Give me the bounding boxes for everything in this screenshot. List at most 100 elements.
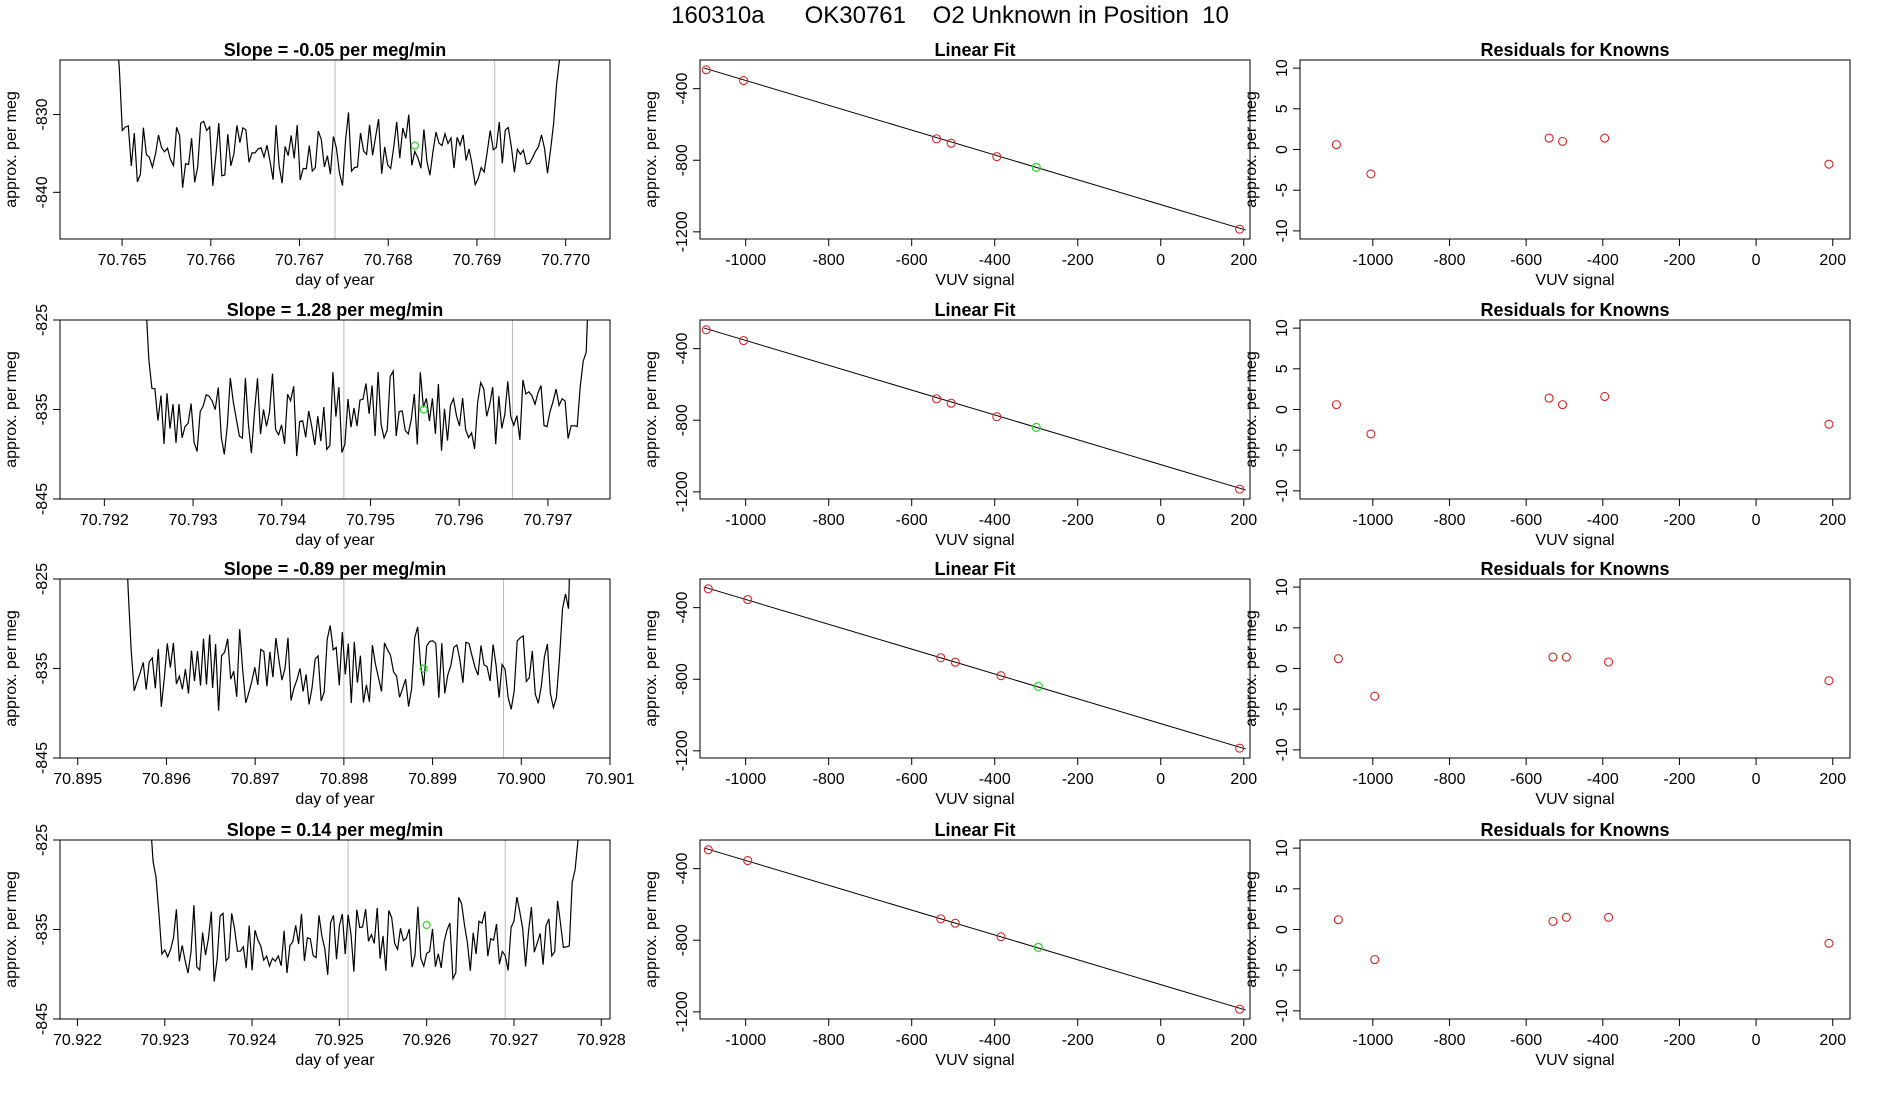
x-tick-label: 70.923 — [140, 1032, 189, 1049]
plot-area — [127, 579, 570, 758]
known-point — [946, 398, 956, 408]
known-point — [1824, 938, 1834, 948]
plot-frame — [1299, 59, 1851, 240]
y-tick-label: 10 — [1274, 578, 1291, 596]
x-tick-label: -200 — [1062, 1032, 1094, 1049]
x-tick-label: -200 — [1062, 252, 1094, 269]
known-point — [1544, 133, 1554, 143]
y-axis-label: approx. per meg — [3, 610, 20, 727]
y-axis-label: approx. per meg — [1243, 351, 1260, 468]
x-tick-label: -800 — [813, 252, 845, 269]
time-series-panel-row-3: Slope = -0.89 per meg/min day of year appr… — [3, 559, 635, 808]
known-point — [992, 412, 1002, 422]
x-tick-label: -600 — [896, 1032, 928, 1049]
fit-line — [704, 847, 1246, 1011]
x-tick-label: -1000 — [1352, 771, 1393, 788]
chart-title: Slope = -0.05 per meg/min — [224, 40, 447, 60]
x-tick-label: 70.897 — [231, 771, 280, 788]
y-tick-label: 0 — [1274, 405, 1291, 414]
y-axis-label: approx. per meg — [3, 871, 20, 988]
known-point — [1603, 912, 1614, 922]
y-tick-label: -1200 — [674, 991, 691, 1032]
linear-fit-panel-row-4: Linear Fit VUV signal approx. per meg -1000… — [643, 820, 1257, 1069]
known-point — [1333, 654, 1343, 664]
y-tick-label: 0 — [1274, 664, 1291, 673]
y-tick-label: -5 — [1274, 702, 1291, 716]
x-tick-label: -1000 — [1352, 512, 1393, 529]
plot-frame — [1299, 319, 1851, 500]
plot-area — [151, 840, 579, 1019]
x-tick-label: 70.898 — [319, 771, 368, 788]
fit-line — [704, 327, 1246, 491]
time-series-panel-row-4: Slope = 0.14 per meg/min day of year appro… — [3, 820, 626, 1069]
x-axis-label: VUV signal — [1535, 791, 1614, 808]
x-tick-label: 0 — [1752, 512, 1761, 529]
x-tick-label: 0 — [1752, 771, 1761, 788]
x-tick-label: 70.896 — [142, 771, 191, 788]
x-tick-label: 200 — [1819, 252, 1846, 269]
time-series-panel-row-1: Slope = -0.05 per meg/min day of year appr… — [3, 40, 611, 289]
y-tick-label: -845 — [34, 742, 51, 774]
x-tick-label: 70.927 — [489, 1032, 538, 1049]
residuals-panel-row-3: Residuals for Knowns VUV signal approx. pe… — [1243, 559, 1851, 808]
known-point — [932, 394, 942, 404]
y-axis-label: approx. per meg — [1243, 871, 1260, 988]
known-point — [1824, 419, 1834, 429]
plot-area — [701, 325, 1246, 494]
x-tick-label: 70.900 — [497, 771, 546, 788]
known-point — [701, 325, 711, 335]
y-tick-label: -400 — [674, 853, 691, 885]
series-line — [146, 320, 589, 457]
x-tick-label: -800 — [1433, 1032, 1465, 1049]
unknown-point — [1033, 681, 1043, 692]
chart-title: Residuals for Knowns — [1480, 559, 1669, 579]
x-tick-label: -200 — [1062, 771, 1094, 788]
x-tick-label: 200 — [1819, 771, 1846, 788]
y-tick-label: -845 — [34, 483, 51, 515]
x-axis-label: VUV signal — [935, 791, 1014, 808]
y-tick-label: -10 — [1274, 219, 1291, 242]
x-axis-label: day of year — [295, 791, 375, 808]
plot-area — [1331, 391, 1834, 439]
y-tick-label: -825 — [34, 824, 51, 856]
y-tick-label: -830 — [34, 98, 51, 130]
x-tick-label: 0 — [1752, 1032, 1761, 1049]
x-tick-label: 70.926 — [402, 1032, 451, 1049]
x-tick-label: 70.901 — [586, 771, 635, 788]
x-tick-label: 0 — [1752, 252, 1761, 269]
x-tick-label: 70.797 — [523, 512, 572, 529]
x-tick-label: -400 — [979, 771, 1011, 788]
known-point — [701, 65, 711, 75]
plot-frame — [59, 578, 611, 759]
x-tick-label: -600 — [1510, 252, 1542, 269]
x-tick-label: 0 — [1156, 252, 1165, 269]
unknown-point — [419, 405, 428, 414]
y-tick-label: -825 — [34, 304, 51, 336]
known-point — [946, 138, 956, 148]
x-tick-label: -400 — [979, 1032, 1011, 1049]
y-tick-label: 5 — [1274, 104, 1291, 113]
known-point — [1235, 484, 1245, 494]
x-axis-label: VUV signal — [935, 532, 1014, 549]
x-tick-label: 70.795 — [346, 512, 395, 529]
plot-area — [1333, 652, 1834, 701]
unknown-point — [422, 920, 431, 930]
known-point — [1544, 393, 1554, 403]
x-tick-label: -1000 — [1352, 252, 1393, 269]
x-tick-label: -600 — [1510, 512, 1542, 529]
known-point — [996, 932, 1006, 942]
x-tick-label: -400 — [1587, 771, 1619, 788]
known-point — [703, 584, 713, 594]
x-tick-label: -1000 — [725, 512, 766, 529]
x-axis-label: VUV signal — [1535, 1052, 1614, 1069]
y-tick-label: -10 — [1274, 999, 1291, 1022]
plot-area — [703, 584, 1246, 753]
plot-frame — [699, 839, 1251, 1020]
plot-frame — [1299, 839, 1851, 1020]
x-tick-label: -200 — [1663, 252, 1695, 269]
y-tick-label: -800 — [674, 663, 691, 695]
y-tick-label: -1200 — [674, 211, 691, 252]
y-axis-label: approx. per meg — [643, 871, 660, 988]
known-point — [1366, 169, 1376, 179]
y-tick-label: -835 — [34, 652, 51, 684]
